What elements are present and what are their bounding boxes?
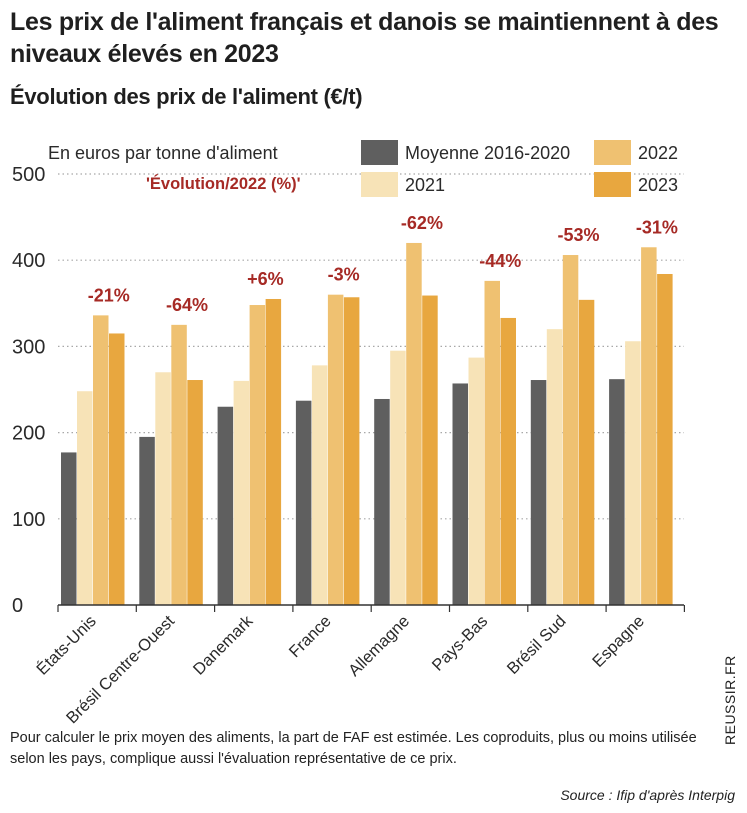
bar (500, 317, 516, 605)
bar (109, 333, 125, 605)
evolution-label: -3% (328, 265, 360, 285)
y-tick-label: 300 (12, 336, 45, 358)
footnote: Pour calculer le prix moyen des aliments… (10, 730, 697, 767)
legend-label: 2021 (405, 175, 445, 195)
bar (295, 400, 312, 605)
bar (530, 380, 547, 605)
x-tick-label: États-Unis (33, 611, 100, 678)
chart-subtitle: Évolution des prix de l'aliment (€/t) (10, 84, 363, 109)
bar (390, 350, 406, 605)
y-tick-label: 200 (12, 423, 45, 445)
legend-label: 2023 (638, 175, 678, 195)
x-tick-label: Pays-Bas (429, 612, 492, 675)
bar (265, 298, 282, 605)
y-tick-label: 500 (12, 164, 45, 186)
x-tick-label: Espagne (589, 612, 648, 671)
evolution-legend: 'Évolution/2022 (%)' (146, 174, 301, 193)
bar (578, 299, 595, 605)
evolution-label: -44% (479, 251, 521, 271)
bar (609, 379, 625, 605)
bar (217, 406, 234, 605)
evolution-label: -64% (166, 295, 208, 315)
bar (187, 380, 203, 605)
evolution-label: -53% (558, 225, 600, 245)
legend-label: Moyenne 2016-2020 (405, 143, 570, 163)
legend-label: 2022 (638, 143, 678, 163)
bar (77, 391, 93, 605)
legend-swatch (361, 172, 398, 197)
bar (327, 294, 344, 605)
bar (311, 365, 328, 605)
legend-swatch (361, 140, 398, 165)
legend-swatch (594, 172, 631, 197)
evolution-label: -21% (88, 285, 130, 305)
bar (93, 315, 109, 605)
y-tick-label: 100 (12, 509, 45, 531)
bar (139, 436, 155, 605)
bar (641, 247, 657, 605)
x-tick-label: France (286, 612, 335, 661)
source-credit: Source : Ifip d'après Interpig (560, 787, 735, 803)
bar (546, 329, 563, 605)
unit-label: En euros par tonne d'aliment (48, 143, 278, 163)
evolution-label: -62% (401, 213, 443, 233)
legend-swatch (594, 140, 631, 165)
bar (171, 324, 187, 605)
chart-title: Les prix de l'aliment français et danois… (10, 8, 719, 68)
bar (233, 380, 250, 605)
bar (343, 297, 360, 605)
brand-watermark: REUSSIR.FR (722, 655, 738, 745)
bar (625, 341, 641, 605)
evolution-label: -31% (636, 217, 678, 237)
bar (468, 357, 484, 605)
bar (406, 242, 422, 605)
x-tick-label: Brésil Sud (504, 612, 570, 678)
bar (422, 295, 438, 605)
bar (155, 372, 171, 605)
evolution-label: +6% (247, 269, 284, 289)
bar (452, 383, 468, 605)
bar (374, 398, 390, 605)
bar (484, 280, 500, 605)
bar (657, 273, 673, 605)
bar (249, 305, 266, 605)
y-tick-label: 0 (12, 595, 23, 617)
x-tick-label: Danemark (190, 612, 257, 679)
bar (562, 255, 579, 605)
x-tick-label: Allemagne (345, 612, 413, 680)
y-tick-label: 400 (12, 250, 45, 272)
bar (61, 452, 77, 605)
